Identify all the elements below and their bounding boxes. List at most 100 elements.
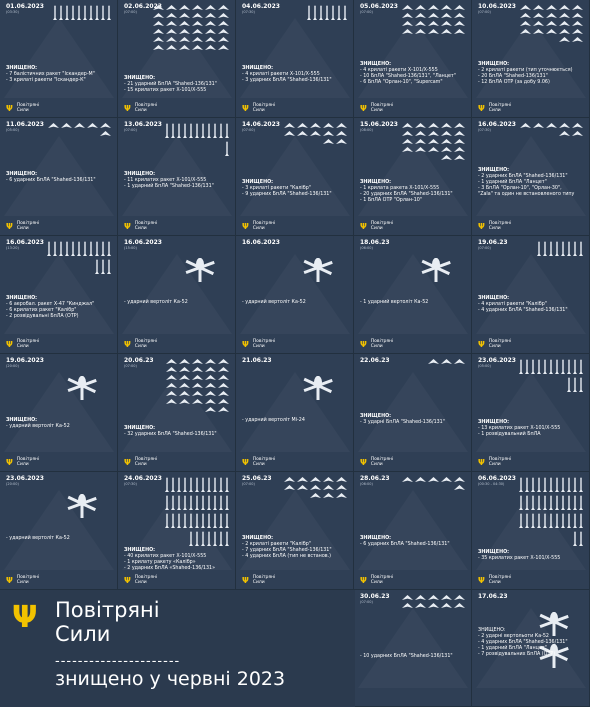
card-heading: ЗНИЩЕНО:: [6, 418, 38, 423]
drone-icon: [441, 155, 452, 160]
card-time: (08:00): [360, 128, 373, 132]
card-line: - 4 ударних БпЛА "Shahed-136/131": [478, 640, 568, 645]
card-heading: ЗНИЩЕНО:: [6, 66, 38, 71]
loss-card: 23.06.2023 (05:00) ЗНИЩЕНО: - 13 крилатих р…: [472, 354, 590, 472]
card-line: - 2 розвідувальні БпЛА (ОТР): [6, 314, 79, 319]
card-brand-line1: Повітряні: [370, 103, 394, 108]
card-brand-line1: Повітряні: [16, 457, 40, 462]
card-time: (07:00): [242, 128, 255, 132]
card-destroyed-list: - 10 ударних БпЛА "Shahed-136/131": [360, 654, 468, 660]
missile-icon: [313, 5, 317, 20]
drone-icon: [192, 29, 203, 34]
missile-icon: [319, 5, 323, 20]
trident-icon: Ψ: [242, 103, 249, 113]
card-brand-line2: Сили: [16, 344, 29, 349]
missile-icon: [207, 513, 211, 528]
missile-icon: [165, 513, 169, 528]
card-brand: Ψ Повітряні Сили: [360, 103, 393, 113]
drone-icon: [166, 29, 177, 34]
missile-icon: [95, 259, 99, 274]
card-brand-line1: Повітряні: [252, 339, 276, 344]
card-brand-line1: Повітряні: [370, 339, 394, 344]
missile-icon: [219, 123, 223, 138]
drone-icon: [192, 37, 203, 42]
drone-icon: [441, 29, 452, 34]
drone-icon: [428, 21, 439, 26]
drone-icon: [323, 131, 334, 136]
trident-icon: Ψ: [360, 221, 367, 231]
drone-icon: [520, 5, 531, 10]
card-heading: ЗНИЩЕНО:: [478, 62, 510, 67]
card-brand: Ψ Повітряні Сили: [360, 221, 393, 231]
card-brand-line2: Сили: [488, 108, 501, 113]
card-brand-line2: Сили: [134, 462, 147, 467]
drone-icon: [218, 367, 229, 372]
footer-title: знищено у червні 2023: [55, 668, 286, 690]
card-brand: Ψ Повітряні Сили: [478, 103, 511, 113]
card-brand: Ψ Повітряні Сили: [124, 221, 157, 231]
drone-icon: [100, 123, 111, 128]
drone-icon: [192, 5, 203, 10]
background-trident-shape: [476, 254, 586, 334]
drone-icon: [297, 131, 308, 136]
missile-icon: [89, 241, 93, 256]
drone-icon: [415, 29, 426, 34]
card-brand: Ψ Повітряні Сили: [124, 575, 157, 585]
card-destroyed-list: ЗНИЩЕНО: - 2 ударні вертольоти Ка-52- 4 у…: [478, 628, 586, 658]
card-destroyed-list: - 1 ударний вертоліт Ка-52: [360, 300, 468, 306]
missile-icon: [225, 477, 229, 492]
missile-icon: [573, 377, 577, 392]
drone-icon: [153, 21, 164, 26]
card-date: 21.06.23: [242, 357, 272, 364]
drone-icon: [402, 13, 413, 18]
drone-icon: [454, 29, 465, 34]
drone-icon: [218, 391, 229, 396]
missile-icon: [171, 513, 175, 528]
missile-icon: [207, 123, 211, 138]
drone-icon: [205, 391, 216, 396]
card-brand-text: Повітряні Сили: [135, 339, 157, 349]
missile-icon: [101, 241, 105, 256]
missile-icon: [195, 477, 199, 492]
card-time: (07:00): [478, 10, 491, 14]
card-date: 24.06.2023: [124, 475, 162, 482]
background-trident-shape: [358, 608, 468, 688]
drone-icon: [415, 603, 426, 608]
footer-brand-line1: Повітряні: [55, 598, 160, 622]
card-brand-line1: Повітряні: [488, 457, 512, 462]
missile-icon: [53, 241, 57, 256]
card-destroyed-list: ЗНИЩЕНО: - 2 крилаті ракети (тип уточнюєт…: [478, 62, 586, 86]
card-date: 13.06.2023: [124, 121, 162, 128]
drone-icon: [415, 123, 426, 128]
missile-icon: [543, 359, 547, 374]
missile-icon: [183, 477, 187, 492]
card-brand: Ψ Повітряні Сили: [6, 457, 39, 467]
card-destroyed-list: ЗНИЩЕНО: - 2 ударних БпЛА "Shahed-136/131…: [478, 168, 586, 198]
card-brand-line1: Повітряні: [134, 339, 158, 344]
missile-icon: [579, 359, 583, 374]
drone-icon: [572, 37, 583, 42]
drone-icon: [454, 603, 465, 608]
card-brand-text: Повітряні Сили: [489, 457, 511, 467]
drone-icon: [179, 5, 190, 10]
missile-icon: [519, 495, 523, 510]
card-date: 16.06.2023: [478, 121, 516, 128]
missile-icon: [531, 359, 535, 374]
drone-icon: [428, 123, 439, 128]
missile-icon: [213, 495, 217, 510]
card-destroyed-list: ЗНИЩЕНО: - 6 ударних БпЛА "Shahed-136/131…: [6, 172, 114, 184]
card-brand-line1: Повітряні: [252, 575, 276, 580]
card-brand: Ψ Повітряні Сили: [360, 339, 393, 349]
drone-icon: [166, 359, 177, 364]
card-destroyed-list: - ударний вертоліт Mi-24: [242, 418, 350, 424]
card-destroyed-list: - ударний вертоліт Ка-52: [124, 300, 232, 306]
card-date: 17.06.23: [478, 593, 508, 600]
drone-icon: [310, 131, 321, 136]
drone-icon: [310, 493, 321, 498]
drone-icon: [415, 477, 426, 482]
drone-icon: [441, 5, 452, 10]
loss-card: 16.06.2023- ударний вертоліт Ка-52 Ψ Повіт…: [236, 236, 354, 354]
missile-icon: [177, 477, 181, 492]
loss-card: 24.06.2023 (07:30) ЗНИЩЕНО: - 40 крилатих р…: [118, 472, 236, 590]
missile-icon: [543, 513, 547, 528]
